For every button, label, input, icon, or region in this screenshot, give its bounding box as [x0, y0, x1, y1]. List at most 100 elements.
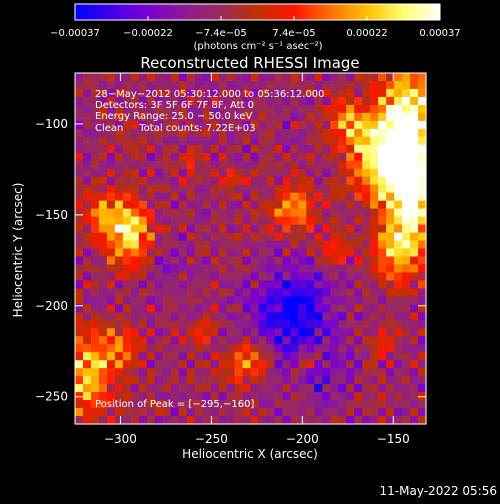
heatmap-cell — [314, 272, 323, 282]
heatmap-cell — [362, 296, 371, 305]
heatmap-cell — [186, 352, 196, 361]
heatmap-cell — [82, 408, 92, 417]
heatmap-cell — [122, 144, 132, 154]
heatmap-cell — [370, 128, 379, 138]
heatmap-cell — [202, 120, 212, 130]
heatmap-cell — [290, 88, 299, 98]
heatmap-cell — [146, 416, 156, 425]
heatmap-cell — [394, 320, 403, 329]
heatmap-cell — [146, 272, 156, 282]
info-line-detectors: Detectors: 3F 5F 6F 7F 8F, Att 0 — [95, 100, 254, 111]
heatmap-cell — [250, 224, 260, 234]
heatmap-cell — [394, 400, 403, 409]
heatmap-cell — [266, 192, 276, 202]
heatmap-cell — [386, 320, 395, 329]
heatmap-cell — [338, 368, 347, 377]
heatmap-cell — [122, 104, 132, 114]
heatmap-cell — [274, 144, 284, 154]
heatmap-cell — [354, 296, 363, 305]
heatmap-cell — [418, 384, 427, 393]
heatmap-cell — [75, 304, 84, 313]
heatmap-cell — [378, 272, 387, 282]
heatmap-cell — [130, 160, 140, 170]
heatmap-cell — [298, 128, 307, 138]
heatmap-cell — [202, 240, 212, 250]
heatmap-cell — [122, 368, 132, 377]
heatmap-cell — [146, 320, 156, 329]
heatmap-cell — [138, 168, 148, 178]
heatmap-cell — [354, 160, 363, 170]
heatmap-cell — [258, 344, 268, 353]
heatmap-cell — [210, 240, 220, 250]
heatmap-cell — [75, 368, 84, 377]
heatmap-cell — [234, 352, 244, 361]
heatmap-cell — [146, 368, 156, 377]
heatmap-cell — [138, 336, 148, 345]
heatmap-cell — [218, 128, 228, 138]
heatmap-cell — [266, 392, 276, 401]
heatmap-cell — [162, 392, 172, 401]
heatmap-cell — [362, 216, 371, 226]
heatmap-cell — [298, 296, 307, 305]
heatmap-cell — [130, 272, 140, 282]
heatmap-cell — [210, 304, 220, 313]
heatmap-cell — [75, 208, 84, 218]
heatmap-cell — [290, 264, 299, 274]
heatmap-cell — [322, 96, 331, 106]
heatmap-cell — [402, 232, 411, 242]
heatmap-cell — [266, 136, 276, 146]
heatmap-cell — [210, 352, 220, 361]
heatmap-cell — [298, 360, 307, 369]
heatmap-cell — [274, 160, 284, 170]
heatmap-cell — [306, 128, 315, 138]
heatmap-cell — [202, 160, 212, 170]
heatmap-cell — [410, 192, 419, 202]
heatmap-cell — [354, 168, 363, 178]
heatmap-cell — [194, 128, 204, 138]
heatmap-cell — [274, 200, 284, 210]
heatmap-cell — [242, 344, 252, 353]
heatmap-cell — [402, 400, 411, 409]
heatmap-cell — [210, 112, 220, 122]
heatmap-cell — [106, 336, 116, 345]
heatmap-cell — [298, 384, 307, 393]
heatmap-cell — [410, 264, 419, 274]
heatmap-cell — [114, 104, 124, 114]
heatmap-cell — [314, 112, 323, 122]
heatmap-cell — [90, 384, 100, 393]
heatmap-cell — [162, 328, 172, 337]
heatmap-cell — [114, 280, 124, 289]
heatmap-cell — [226, 328, 236, 337]
heatmap-cell — [242, 416, 252, 425]
y-tick-label: −100 — [35, 117, 68, 131]
heatmap-cell — [402, 256, 411, 266]
heatmap-cell — [154, 256, 164, 266]
heatmap-cell — [266, 360, 276, 369]
heatmap-cell — [266, 248, 276, 258]
heatmap-cell — [162, 296, 172, 305]
heatmap-cell — [242, 336, 252, 345]
heatmap-cell — [234, 304, 244, 313]
heatmap-cell — [170, 368, 180, 377]
heatmap-cell — [282, 272, 291, 282]
heatmap-cell — [170, 264, 180, 274]
heatmap-cell — [290, 344, 299, 353]
heatmap-cell — [370, 296, 379, 305]
heatmap-cell — [122, 80, 132, 90]
heatmap-cell — [266, 312, 276, 321]
x-tick-label: −250 — [195, 432, 228, 446]
heatmap-cell — [178, 112, 188, 122]
heatmap-cell — [170, 184, 180, 194]
heatmap-cell — [290, 184, 299, 194]
heatmap-cell — [322, 400, 331, 409]
heatmap-cell — [378, 160, 387, 170]
heatmap-cell — [258, 232, 268, 242]
heatmap-cell — [394, 208, 403, 218]
heatmap-cell — [418, 312, 427, 321]
heatmap-cell — [226, 200, 236, 210]
heatmap-cell — [218, 264, 228, 274]
heatmap-cell — [258, 144, 268, 154]
heatmap-cell — [314, 280, 323, 289]
heatmap-cell — [218, 168, 228, 178]
heatmap-cell — [202, 104, 212, 114]
